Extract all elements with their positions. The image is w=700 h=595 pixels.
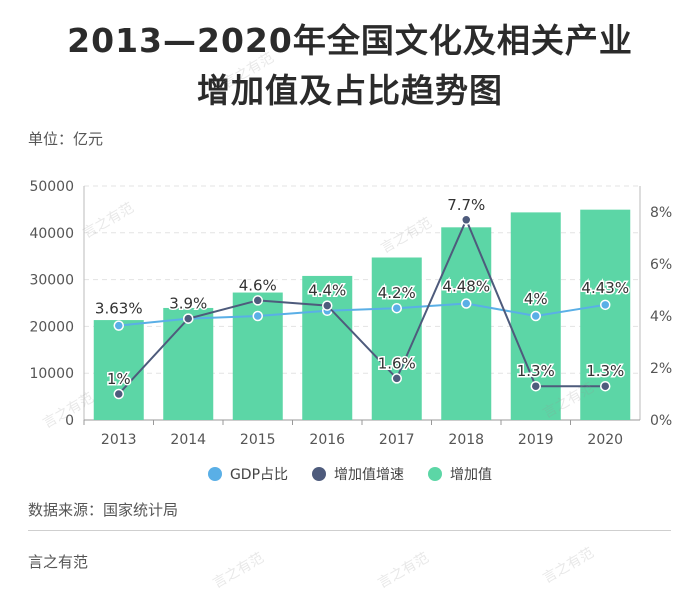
legend-bar-label: 增加值 — [450, 467, 493, 483]
growth-rate-point — [391, 373, 402, 384]
legend-gdp-marker — [207, 467, 222, 481]
growth-rate-label: 7.7% — [447, 196, 485, 214]
growth-rate-label: 3.9% — [169, 295, 207, 313]
left-tick-label: 40000 — [29, 226, 74, 242]
legend-growth-label: 增加值增速 — [334, 467, 405, 483]
footer-brand: 言之有范 — [28, 553, 89, 571]
bar — [163, 307, 214, 420]
x-tick-label: 2016 — [309, 432, 345, 448]
growth-rate-point — [600, 380, 611, 392]
left-tick-label: 50000 — [29, 179, 74, 195]
bar — [93, 320, 144, 420]
gdp-share-point — [113, 320, 124, 331]
growth-rate-point — [461, 214, 472, 226]
gdp-share-label: 4% — [524, 290, 548, 308]
left-tick-label: 20000 — [29, 319, 74, 335]
growth-rate-label: 4.6% — [239, 276, 277, 294]
gdp-share-point — [252, 310, 263, 322]
x-tick-label: 2013 — [101, 432, 137, 448]
x-tick-label: 2019 — [518, 432, 554, 448]
growth-rate-label: 1% — [107, 370, 131, 388]
x-tick-label: 2014 — [170, 432, 206, 448]
data-source: 数据来源：国家统计局 — [28, 501, 179, 519]
x-tick-label: 2018 — [448, 432, 484, 448]
right-tick-label: 0% — [650, 413, 672, 429]
chart-title-line1: 2013—2020年全国文化及相关产业 — [67, 21, 633, 60]
growth-rate-point — [113, 388, 124, 400]
unit-label: 单位：亿元 — [28, 130, 104, 148]
legend-item-gdp-share[interactable]: GDP占比 — [207, 464, 289, 484]
gdp-share-point — [461, 298, 472, 309]
x-tick-label: 2017 — [379, 432, 415, 448]
growth-rate-label: 1.3% — [517, 362, 555, 380]
gdp-share-label: 4.2% — [378, 284, 416, 302]
right-tick-label: 4% — [650, 309, 672, 325]
legend-bar-marker — [428, 467, 443, 481]
divider — [28, 530, 671, 531]
gdp-share-label: 4.48% — [442, 278, 490, 296]
right-tick-label: 6% — [650, 257, 672, 273]
legend-growth-marker — [312, 467, 327, 481]
gdp-share-point — [530, 310, 541, 322]
gdp-share-point — [391, 302, 402, 314]
growth-rate-line — [118, 217, 606, 395]
gdp-share-label: 3.63% — [95, 300, 143, 318]
gdp-share-label: 4.43% — [581, 279, 629, 297]
legend-item-growth-rate[interactable]: 增加值增速 — [312, 464, 404, 484]
growth-rate-label: 1.6% — [378, 354, 416, 372]
left-tick-label: 0 — [65, 413, 74, 429]
chart-title-line2: 增加值及占比趋势图 — [197, 71, 503, 110]
watermark: 言之有范 — [375, 549, 432, 592]
bar — [302, 275, 353, 420]
chart-legend: GDP占比 增加值增速 增加值 — [0, 464, 700, 484]
gdp-share-line — [118, 302, 606, 327]
x-tick-label: 2020 — [587, 432, 623, 448]
growth-rate-point — [183, 313, 194, 324]
right-tick-label: 8% — [650, 205, 672, 221]
growth-rate-point — [530, 380, 541, 392]
x-tick-label: 2015 — [240, 432, 276, 448]
growth-rate-label: 1.3% — [586, 362, 624, 380]
gdp-share-point — [600, 299, 611, 311]
bar — [441, 227, 492, 420]
legend-gdp-label: GDP占比 — [229, 467, 289, 483]
legend-item-added-value[interactable]: 增加值 — [428, 464, 492, 484]
growth-rate-point — [322, 300, 333, 311]
growth-rate-label: 4.4% — [308, 282, 346, 300]
right-tick-label: 2% — [650, 361, 672, 377]
left-tick-label: 30000 — [29, 273, 74, 289]
watermark: 言之有范 — [540, 544, 597, 587]
growth-rate-point — [252, 295, 263, 306]
combo-chart: 0 10000 20000 30000 40000 50000 0% 2% 4% 6% 8% 2013… — [29, 179, 672, 448]
watermark: 言之有范 — [210, 549, 267, 592]
left-tick-label: 10000 — [29, 366, 74, 382]
